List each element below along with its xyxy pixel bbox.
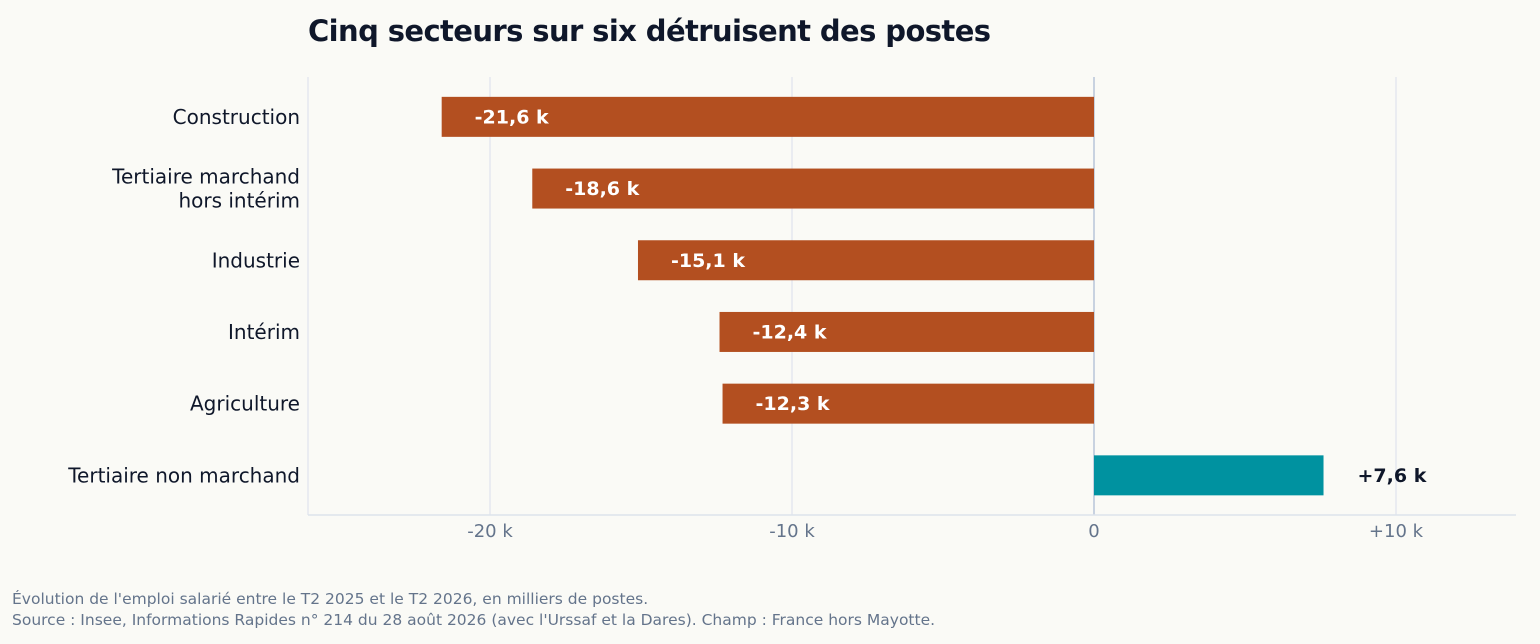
bar	[532, 168, 1094, 209]
category-label: Tertiaire non marchand	[67, 463, 300, 487]
x-tick-label: -10 k	[769, 521, 815, 542]
value-label: -15,1 k	[671, 250, 745, 272]
bar	[441, 96, 1094, 137]
footnote-source: Source : Insee, Informations Rapides n° …	[12, 611, 936, 629]
category-label: Intérim	[228, 320, 300, 344]
x-tick-label: +10 k	[1369, 521, 1424, 542]
bar	[637, 240, 1094, 281]
category-label: Construction	[173, 105, 300, 129]
value-label: -21,6 k	[475, 106, 549, 128]
category-label: Industrie	[212, 248, 300, 272]
value-label: -18,6 k	[565, 178, 639, 200]
value-label: +7,6 k	[1358, 465, 1427, 487]
bar	[722, 383, 1094, 424]
category-label: Tertiaire marchand hors intérim	[111, 165, 300, 213]
chart-title: Cinq secteurs sur six détruisent des pos…	[308, 14, 991, 48]
bar-chart: -20 k -10 k 0 +10 k Construction -21,6 k Terti…	[67, 77, 1516, 542]
category-label: Agriculture	[190, 392, 300, 416]
footnote-description: Évolution de l'emploi salarié entre le T…	[12, 590, 649, 608]
bar	[719, 311, 1094, 352]
x-tick-label: 0	[1088, 521, 1099, 542]
bar	[1094, 455, 1324, 496]
value-label: -12,3 k	[756, 393, 830, 415]
x-tick-label: -20 k	[467, 521, 513, 542]
value-label: -12,4 k	[753, 321, 827, 343]
